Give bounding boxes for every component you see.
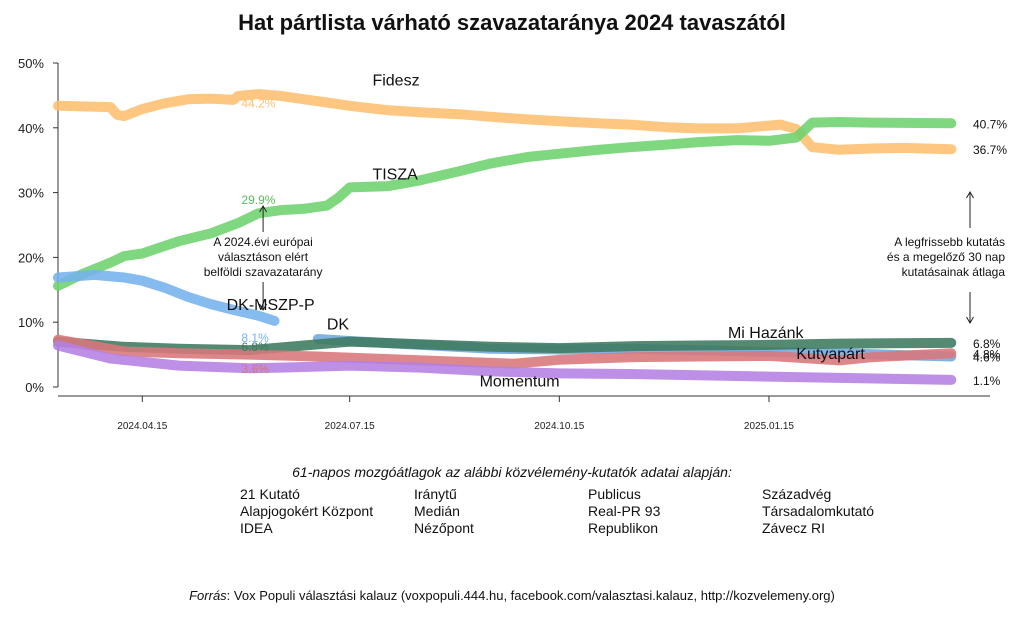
latest-arrowhead-up bbox=[966, 191, 974, 199]
latest-annotation-line: kutatásainak átlaga bbox=[902, 265, 1006, 279]
ep2024-value-tisza: 29.9% bbox=[241, 193, 275, 207]
end-value-momentum: 1.1% bbox=[973, 374, 1001, 388]
series-line-kutyap-rt bbox=[53, 334, 957, 369]
ep2024-value-fidesz: 44.2% bbox=[241, 97, 275, 111]
footer: Forrás: Vox Populi választási kalauz (vo… bbox=[0, 588, 1024, 603]
chart-title: Hat pártlista várható szavazataránya 202… bbox=[238, 10, 786, 35]
pollster-item: Társadalomkutató bbox=[762, 503, 875, 519]
series-line-dk-mszp-p bbox=[53, 269, 280, 326]
pollster-item: Századvég bbox=[762, 486, 832, 502]
ep2024-arrowhead-down bbox=[259, 303, 268, 311]
series-line-momentum bbox=[53, 340, 957, 385]
series-label-fidesz: Fidesz bbox=[372, 73, 419, 90]
latest-annotation-line: A legfrissebb kutatás bbox=[894, 235, 1005, 249]
x-tick-label: 2024.04.15 bbox=[117, 421, 167, 432]
pollster-item: Publicus bbox=[588, 486, 641, 502]
ep2024-value-dk-mszp-p: 8.1% bbox=[241, 331, 269, 345]
series-label-kutyap-rt: Kutyapárt bbox=[796, 346, 865, 363]
footer-label: Forrás bbox=[189, 588, 227, 603]
ep2024-arrowhead-up bbox=[259, 205, 268, 213]
ep2024-annotation-line: belföldi szavazatarány bbox=[204, 265, 323, 279]
y-tick-label: 50% bbox=[18, 56, 44, 71]
x-tick-label: 2024.10.15 bbox=[534, 421, 584, 432]
ep2024-annotation-line: A 2024.évi európai bbox=[213, 235, 312, 249]
y-tick-label: 40% bbox=[18, 121, 44, 136]
ep2024-annotation-line: választáson elért bbox=[218, 250, 309, 264]
ep2024-value-mi-haz-nk: 6.8% bbox=[241, 340, 269, 354]
y-tick-label: 20% bbox=[18, 250, 44, 265]
pollster-item: Nézőpont bbox=[414, 520, 474, 536]
series-label-dk: DK bbox=[327, 316, 350, 333]
pollster-item: Republikon bbox=[588, 520, 659, 536]
ep2024-value-kutyap-rt: 3.6% bbox=[241, 362, 269, 376]
y-tick-label: 0% bbox=[25, 380, 44, 395]
line-chart: 0% 10% 20% 30% 40% 50% 2024.04.15 2024.07.15 202… bbox=[18, 56, 1007, 432]
series-label-dk-mszp-p: DK-MSZP-P bbox=[227, 297, 315, 314]
pollster-item: 21 Kutató bbox=[240, 486, 300, 502]
series-line-tisza bbox=[53, 117, 957, 291]
footer-text: : Vox Populi választási kalauz (voxpopul… bbox=[226, 588, 835, 603]
series-label-momentum: Momentum bbox=[480, 373, 560, 390]
ep2024-value-momentum: 3.7% bbox=[241, 362, 269, 376]
series-line-fidesz bbox=[53, 89, 957, 155]
pollster-item: Závecz RI bbox=[762, 520, 826, 536]
end-value-mi-haz-nk: 6.8% bbox=[973, 337, 1001, 351]
pollster-item: Medián bbox=[414, 503, 460, 519]
sources-heading: 61-napos mozgóátlagok az alábbi közvélem… bbox=[292, 464, 732, 480]
x-tick-label: 2025.01.15 bbox=[744, 421, 794, 432]
x-tick-label: 2024.07.15 bbox=[325, 421, 375, 432]
series-label-tisza: TISZA bbox=[372, 167, 418, 184]
y-tick-label: 30% bbox=[18, 186, 44, 201]
pollster-item: Iránytű bbox=[414, 486, 457, 502]
y-tick-label: 10% bbox=[18, 315, 44, 330]
pollster-item: Real-PR 93 bbox=[588, 503, 661, 519]
end-value-fidesz: 36.7% bbox=[973, 143, 1007, 157]
pollster-item: Alapjogokért Központ bbox=[240, 503, 374, 519]
pollster-item: IDEA bbox=[240, 520, 273, 536]
end-value-dk: 4.6% bbox=[973, 351, 1001, 365]
latest-arrowhead-down bbox=[966, 316, 974, 324]
series-label-mi-haz-nk: Mi Hazánk bbox=[728, 325, 805, 342]
end-value-tisza: 40.7% bbox=[973, 117, 1007, 131]
end-value-kutyap-rt: 4.8% bbox=[973, 347, 1001, 361]
latest-annotation-line: és a megelőző 30 nap bbox=[887, 250, 1005, 264]
pollster-list: 21 Kutató Iránytű Publicus Századvég Alapjog… bbox=[240, 486, 940, 536]
